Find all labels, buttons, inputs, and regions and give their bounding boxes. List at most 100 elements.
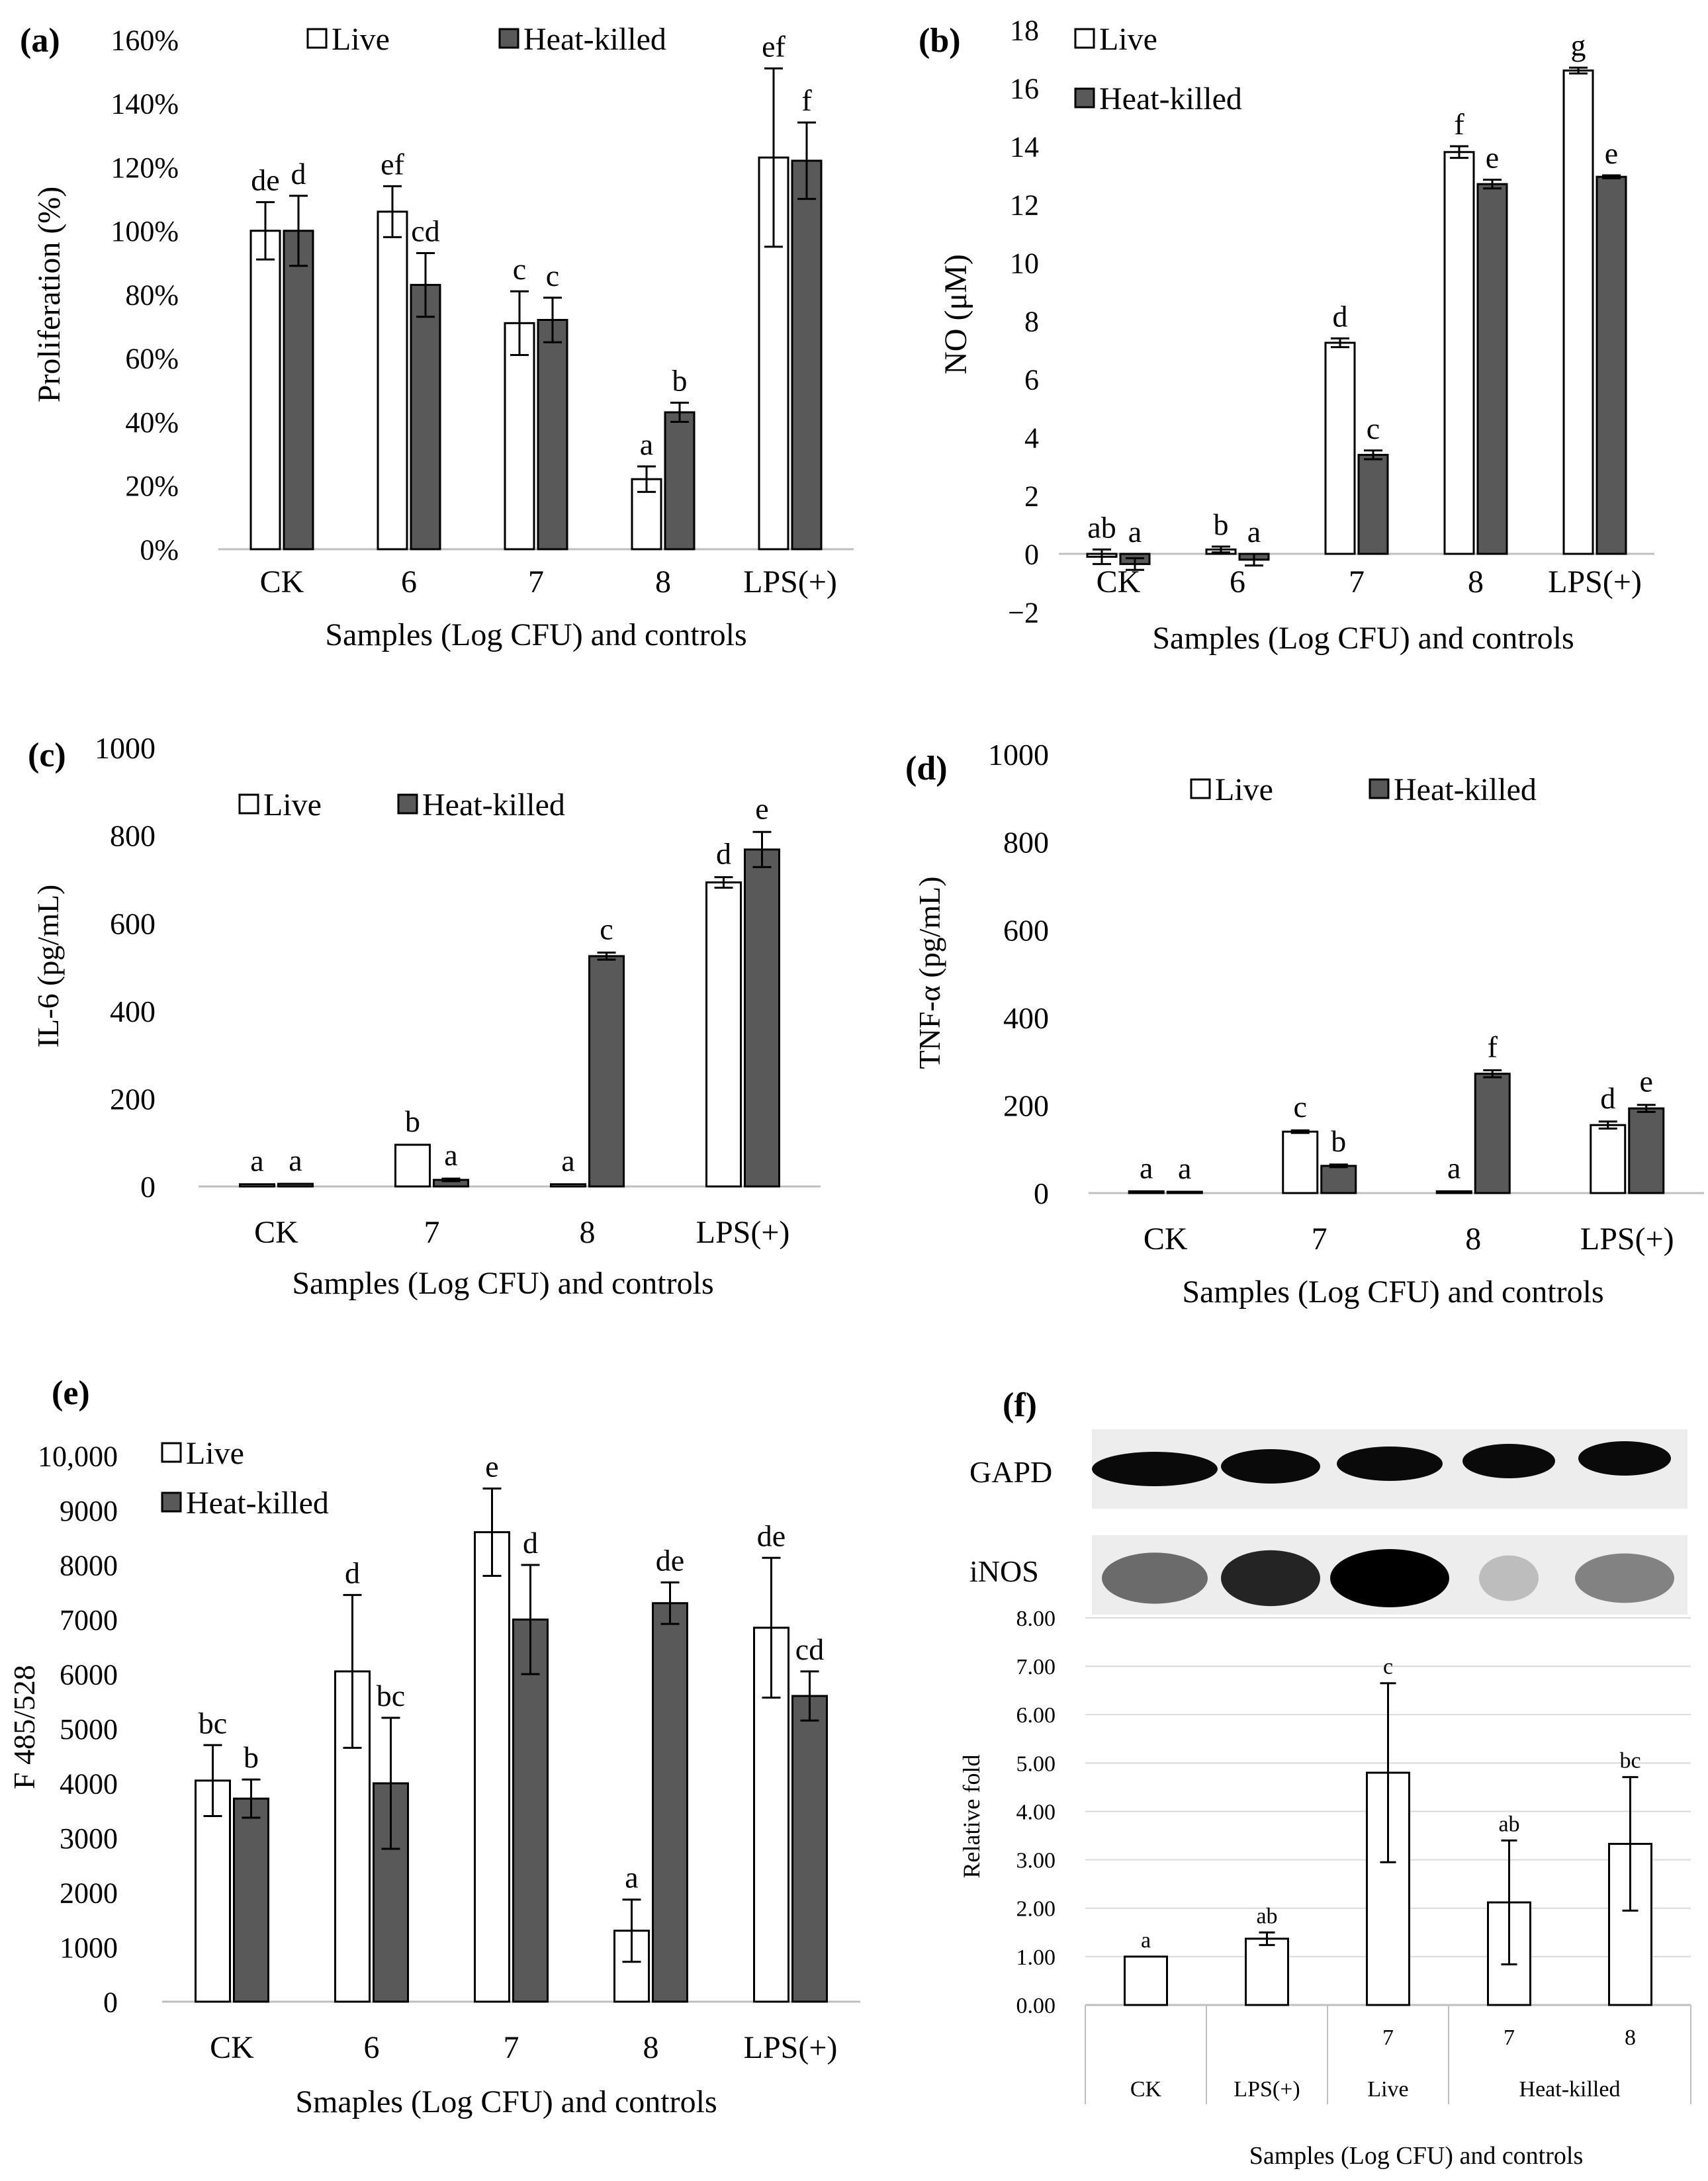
x-tick-label: CK bbox=[254, 1215, 298, 1250]
significance-letter: cd bbox=[411, 214, 439, 247]
significance-letter: de bbox=[757, 1519, 786, 1552]
y-tick-label: 600 bbox=[1003, 913, 1049, 947]
x-group-label: CK bbox=[1130, 2077, 1162, 2102]
significance-letter: e bbox=[1486, 141, 1499, 175]
y-tick-label: 18 bbox=[1010, 14, 1039, 46]
y-tick-label: 0 bbox=[103, 1986, 118, 2018]
y-tick-label: 1.00 bbox=[1016, 1945, 1056, 1970]
blot-label-inos: iNOS bbox=[969, 1554, 1039, 1588]
x-tick-label: LPS(+) bbox=[1580, 1222, 1674, 1257]
bar-heat-killed bbox=[512, 1619, 549, 2003]
y-axis-title: IL-6 (pg/mL) bbox=[31, 885, 65, 1048]
significance-letter: a bbox=[640, 427, 653, 461]
y-tick-label: 160% bbox=[111, 24, 179, 56]
x-tick-label: 8 bbox=[1465, 1222, 1481, 1257]
bar-live bbox=[1324, 341, 1356, 555]
y-axis-title: F 485/528 bbox=[7, 1665, 41, 1789]
x-tick-label: 7 bbox=[424, 1215, 440, 1250]
significance-letter: b bbox=[405, 1104, 420, 1138]
bar-live bbox=[1282, 1130, 1319, 1194]
x-tick-label: LPS(+) bbox=[696, 1215, 790, 1250]
y-tick-label: 100% bbox=[111, 215, 179, 247]
significance-letter: ab bbox=[1498, 1812, 1519, 1836]
bar-heat-killed bbox=[410, 284, 441, 551]
inos-band bbox=[1330, 1549, 1449, 1607]
significance-letter: a bbox=[625, 1861, 638, 1894]
significance-letter: ab bbox=[1087, 510, 1116, 544]
legend-label: Live bbox=[1099, 22, 1157, 57]
x-tick-label: 8 bbox=[643, 2030, 659, 2065]
y-tick-label: 4 bbox=[1024, 422, 1039, 454]
significance-letter: a bbox=[1247, 515, 1261, 549]
significance-letter: bc bbox=[377, 1679, 405, 1713]
significance-letter: c bbox=[1294, 1090, 1307, 1124]
chart-panel-d: (d) 0 200 400 600 800 1000 a c a d a b f e CK 7 8 LPS(+) Sa… bbox=[905, 738, 1704, 1310]
inos-band bbox=[1479, 1555, 1539, 1601]
y-tick-label: −2 bbox=[1008, 596, 1039, 629]
legend-swatch bbox=[161, 1491, 182, 1513]
bar-relative-fold bbox=[1245, 1937, 1289, 2006]
x-group-label: Live bbox=[1367, 2077, 1408, 2102]
x-axis-title: Samples (Log CFU) and controls bbox=[1249, 2142, 1584, 2170]
y-tick-label: 10,000 bbox=[38, 1440, 118, 1472]
bar-heat-killed bbox=[283, 230, 314, 551]
significance-letter: ef bbox=[381, 147, 404, 181]
bar-live bbox=[249, 230, 281, 551]
x-tick-label: 8 bbox=[655, 564, 671, 600]
bar-heat-killed bbox=[1357, 453, 1389, 555]
significance-letter: a bbox=[250, 1144, 263, 1178]
x-tick-label: 7 bbox=[1312, 1222, 1327, 1257]
y-tick-label: 40% bbox=[125, 406, 179, 439]
bar-heat-killed bbox=[744, 848, 780, 1188]
y-tick-label: 2.00 bbox=[1016, 1897, 1056, 1922]
y-tick-label: 800 bbox=[1003, 826, 1049, 860]
y-tick-label: 4000 bbox=[60, 1767, 118, 1800]
y-tick-label: 2000 bbox=[60, 1877, 118, 1909]
x-axis-title: Samples (Log CFU) and controls bbox=[292, 1266, 713, 1301]
bar-live bbox=[1128, 1190, 1165, 1194]
y-tick-label: 200 bbox=[1003, 1089, 1049, 1123]
significance-letter: a bbox=[1447, 1151, 1461, 1184]
bar-live bbox=[1562, 69, 1594, 555]
y-tick-label: 800 bbox=[110, 819, 156, 853]
significance-letter: a bbox=[1140, 1151, 1153, 1184]
y-axis-title: Relative fold bbox=[958, 1755, 985, 1879]
y-tick-label: 20% bbox=[125, 470, 179, 502]
bar-live bbox=[195, 1779, 231, 2003]
significance-letter: e bbox=[755, 791, 768, 825]
x-tick-label: CK bbox=[260, 564, 304, 600]
x-tick-label: LPS(+) bbox=[743, 564, 837, 600]
blot-label-gapd: GAPD bbox=[969, 1455, 1052, 1489]
significance-letter: cd bbox=[795, 1632, 824, 1666]
significance-letter: d bbox=[1333, 299, 1348, 333]
bar-heat-killed bbox=[791, 1695, 828, 2003]
y-tick-label: 6000 bbox=[60, 1658, 118, 1691]
bar-heat-killed bbox=[1474, 1073, 1511, 1194]
gapd-band bbox=[1337, 1447, 1443, 1481]
y-tick-label: 0.00 bbox=[1016, 1994, 1056, 2018]
significance-letter: d bbox=[291, 157, 306, 191]
significance-letter: bc bbox=[199, 1706, 227, 1740]
panel-label: (b) bbox=[919, 22, 961, 60]
bar-live bbox=[1443, 151, 1475, 555]
bar-heat-killed bbox=[277, 1182, 314, 1188]
legend-swatch bbox=[498, 28, 519, 49]
significance-letter: f bbox=[1488, 1030, 1498, 1063]
legend-label: Live bbox=[263, 787, 322, 823]
x-axis-title: Samples (Log CFU) and controls bbox=[325, 617, 746, 652]
bar-relative-fold bbox=[1124, 1955, 1168, 2006]
legend-label: Heat-killed bbox=[422, 787, 565, 823]
x-tick-label: 7 bbox=[528, 564, 544, 600]
y-tick-label: 3000 bbox=[60, 1822, 118, 1855]
y-tick-label: 0 bbox=[140, 1170, 156, 1204]
chart-panel-f: (f) 0.00 1.00 2.00 3.00 4.00 5.00 6.00 7.00 8.00 a… bbox=[958, 1386, 1691, 2170]
legend-swatch bbox=[1074, 87, 1095, 109]
significance-letter: a bbox=[1128, 515, 1142, 549]
bar-live bbox=[1435, 1190, 1472, 1194]
bar-live bbox=[394, 1143, 431, 1188]
x-tick-label: LPS(+) bbox=[1548, 564, 1642, 600]
significance-letter: c bbox=[1367, 412, 1380, 445]
significance-letter: d bbox=[1600, 1081, 1615, 1115]
gapd-band bbox=[1092, 1452, 1218, 1486]
y-tick-label: 12 bbox=[1010, 189, 1039, 221]
